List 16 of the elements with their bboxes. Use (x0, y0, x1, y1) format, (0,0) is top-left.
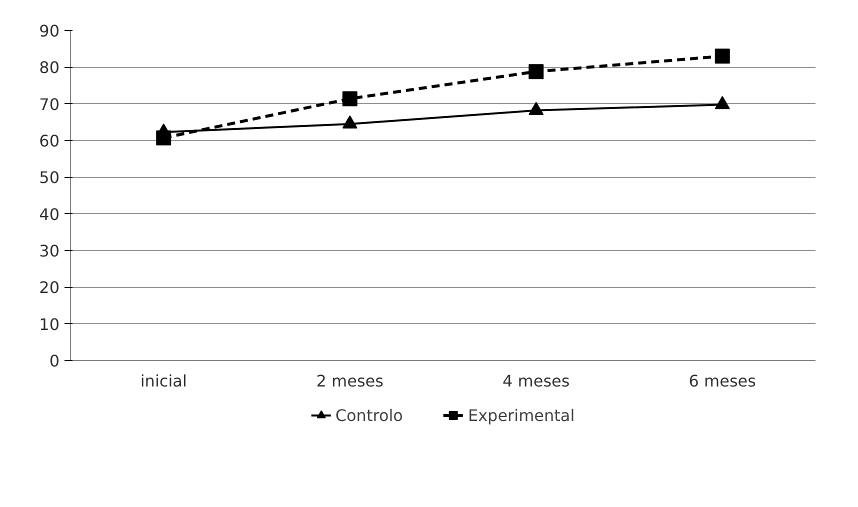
y-tick-label: 50 (39, 168, 60, 188)
y-tick-label: 90 (39, 22, 60, 40)
x-tick-label: inicial (140, 372, 187, 390)
y-tick-label: 80 (39, 58, 60, 78)
x-tick-label: 2 meses (316, 372, 384, 390)
x-tick-label: 4 meses (502, 372, 570, 390)
y-tick-label: 70 (39, 94, 60, 114)
y-tick-label: 30 (39, 242, 60, 260)
y-tick-label: 60 (39, 132, 60, 150)
y-tick-label: 40 (39, 204, 60, 224)
legend-label: Controlo (335, 406, 403, 424)
x-tick-label: 6 meses (688, 372, 756, 390)
y-tick-label: 0 (49, 352, 60, 370)
y-tick-label: 10 (39, 314, 60, 334)
legend-label: Experimental (468, 406, 575, 424)
y-tick-label: 20 (39, 278, 60, 298)
